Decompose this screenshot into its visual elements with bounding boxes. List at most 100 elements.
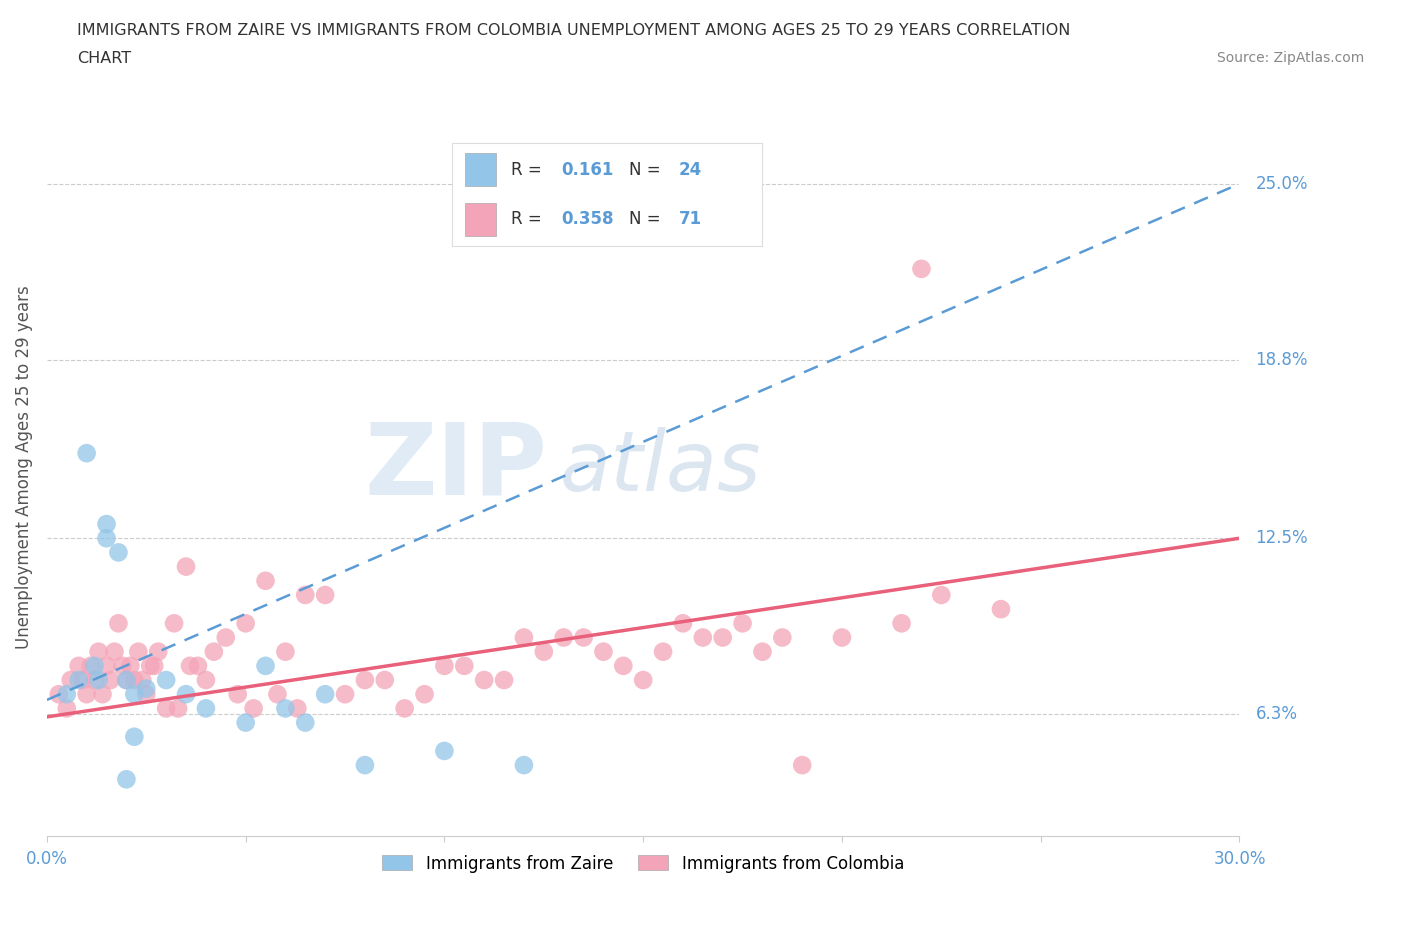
Point: [990, 602, 1012, 617]
Text: 0.0%: 0.0%: [25, 850, 67, 869]
Point: [174, 686, 197, 701]
Point: [254, 573, 277, 588]
Point: [672, 616, 695, 631]
Point: [226, 686, 249, 701]
Point: [124, 672, 146, 687]
Point: [731, 616, 754, 631]
Point: [354, 758, 377, 773]
Point: [652, 644, 675, 659]
Point: [135, 681, 157, 696]
Point: [194, 672, 217, 687]
Legend: Immigrants from Zaire, Immigrants from Colombia: Immigrants from Zaire, Immigrants from C…: [375, 848, 911, 879]
Point: [215, 630, 238, 644]
Text: ZIP: ZIP: [366, 418, 548, 516]
Point: [127, 644, 149, 659]
Point: [76, 686, 98, 701]
Text: IMMIGRANTS FROM ZAIRE VS IMMIGRANTS FROM COLOMBIA UNEMPLOYMENT AMONG AGES 25 TO : IMMIGRANTS FROM ZAIRE VS IMMIGRANTS FROM…: [77, 23, 1071, 38]
Point: [59, 672, 82, 687]
Point: [96, 531, 118, 546]
Point: [194, 701, 217, 716]
Text: CHART: CHART: [77, 51, 131, 66]
Point: [155, 701, 177, 716]
Point: [413, 686, 436, 701]
Point: [135, 686, 157, 701]
Point: [453, 658, 475, 673]
Point: [76, 445, 98, 460]
Point: [124, 686, 146, 701]
Point: [235, 616, 257, 631]
Point: [87, 672, 110, 687]
Point: [163, 616, 186, 631]
Point: [631, 672, 654, 687]
Point: [314, 588, 336, 603]
Point: [139, 658, 162, 673]
Point: [274, 644, 297, 659]
Point: [374, 672, 396, 687]
Point: [202, 644, 225, 659]
Point: [553, 630, 575, 644]
Point: [433, 658, 456, 673]
Point: [294, 588, 316, 603]
Text: 18.8%: 18.8%: [1256, 351, 1308, 368]
Point: [533, 644, 555, 659]
Point: [111, 658, 134, 673]
Point: [692, 630, 714, 644]
Point: [55, 701, 77, 716]
Point: [79, 658, 101, 673]
Point: [143, 658, 166, 673]
Point: [67, 672, 90, 687]
Point: [294, 715, 316, 730]
Text: 12.5%: 12.5%: [1256, 529, 1308, 547]
Point: [711, 630, 734, 644]
Point: [174, 559, 197, 574]
Point: [572, 630, 595, 644]
Point: [494, 672, 516, 687]
Point: [155, 672, 177, 687]
Point: [792, 758, 814, 773]
Point: [242, 701, 264, 716]
Point: [55, 686, 77, 701]
Point: [83, 672, 105, 687]
Text: 30.0%: 30.0%: [1213, 850, 1265, 869]
Point: [472, 672, 495, 687]
Point: [266, 686, 288, 701]
Point: [235, 715, 257, 730]
Point: [612, 658, 634, 673]
Point: [333, 686, 356, 701]
Point: [770, 630, 793, 644]
Point: [513, 630, 536, 644]
Point: [83, 658, 105, 673]
Point: [107, 545, 129, 560]
Point: [87, 644, 110, 659]
Point: [148, 644, 170, 659]
Point: [931, 588, 953, 603]
Point: [285, 701, 308, 716]
Point: [131, 672, 153, 687]
Y-axis label: Unemployment Among Ages 25 to 29 years: Unemployment Among Ages 25 to 29 years: [15, 286, 32, 649]
Point: [831, 630, 853, 644]
Point: [100, 672, 122, 687]
Point: [751, 644, 773, 659]
Point: [314, 686, 336, 701]
Point: [115, 672, 138, 687]
Point: [115, 772, 138, 787]
Point: [187, 658, 209, 673]
Point: [103, 644, 125, 659]
Point: [354, 672, 377, 687]
Point: [107, 616, 129, 631]
Point: [910, 261, 932, 276]
Point: [394, 701, 416, 716]
Text: 6.3%: 6.3%: [1256, 705, 1298, 723]
Text: atlas: atlas: [560, 427, 761, 508]
Point: [72, 672, 94, 687]
Point: [179, 658, 201, 673]
Point: [274, 701, 297, 716]
Point: [96, 517, 118, 532]
Point: [96, 658, 118, 673]
Text: 25.0%: 25.0%: [1256, 175, 1308, 193]
Point: [48, 686, 70, 701]
Point: [433, 743, 456, 758]
Text: Source: ZipAtlas.com: Source: ZipAtlas.com: [1216, 51, 1364, 65]
Point: [592, 644, 614, 659]
Point: [91, 686, 114, 701]
